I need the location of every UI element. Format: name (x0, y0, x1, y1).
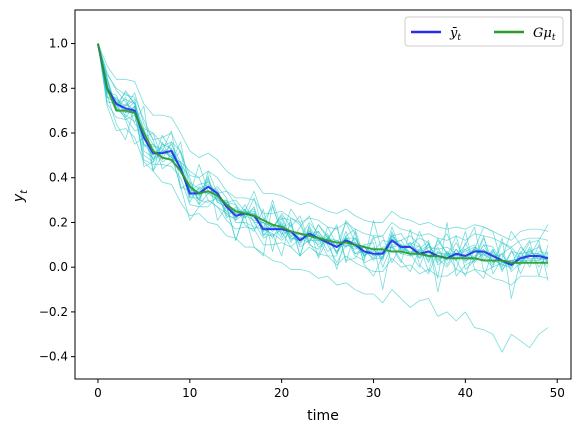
y-tick-label: 1.0 (49, 37, 68, 51)
x-axis-title: time (307, 408, 339, 424)
sample-path-line (97, 43, 549, 270)
legend: ȳt Gμt (404, 16, 564, 47)
y-tick-label: −0.2 (39, 305, 68, 319)
x-tick-label: 40 (458, 386, 473, 400)
sample-path-line (97, 43, 549, 264)
legend-label-gmu: Gμt (533, 26, 556, 43)
y-tick-label: 0.0 (49, 260, 68, 274)
y-tick-label: 0.6 (49, 126, 68, 140)
x-tick-label: 20 (274, 386, 289, 400)
series-line-ybar (96, 43, 549, 266)
legend-label-ybar-main: ȳ (449, 26, 458, 41)
x-tick-label: 30 (366, 386, 381, 400)
y-axis-title: yt (11, 189, 30, 203)
plot-frame (74, 9, 572, 380)
legend-label-ybar-subscript: t (457, 33, 461, 43)
y-tick-label: 0.8 (49, 81, 68, 95)
sample-path-line (97, 43, 549, 248)
y-axis-title-subscript: t (19, 189, 30, 194)
sample-path-line (97, 43, 549, 277)
series-line-gmu (96, 43, 549, 264)
y-tick-label: −0.4 (39, 350, 68, 364)
sample-path-line (97, 43, 549, 241)
legend-label-ybar: ȳt (449, 26, 461, 43)
plot-area (75, 10, 571, 379)
y-tick-label: 0.2 (49, 215, 68, 229)
x-axis: 0 10 20 30 40 50 (94, 379, 565, 400)
sample-path-line (97, 43, 549, 353)
x-tick-label: 0 (94, 386, 102, 400)
y-axis: −0.4 −0.2 0.0 0.2 0.4 0.6 0.8 1.0 (39, 37, 75, 364)
legend-box (404, 16, 564, 47)
x-tick-label: 50 (550, 386, 565, 400)
sample-path-line (97, 43, 549, 286)
y-axis-title-main: y (11, 193, 27, 203)
legend-label-gmu-subscript: t (552, 33, 556, 43)
legend-label-gmu-main: Gμ (533, 26, 552, 41)
x-tick-label: 10 (182, 386, 197, 400)
y-tick-label: 0.4 (49, 171, 68, 185)
series-group (96, 43, 549, 266)
